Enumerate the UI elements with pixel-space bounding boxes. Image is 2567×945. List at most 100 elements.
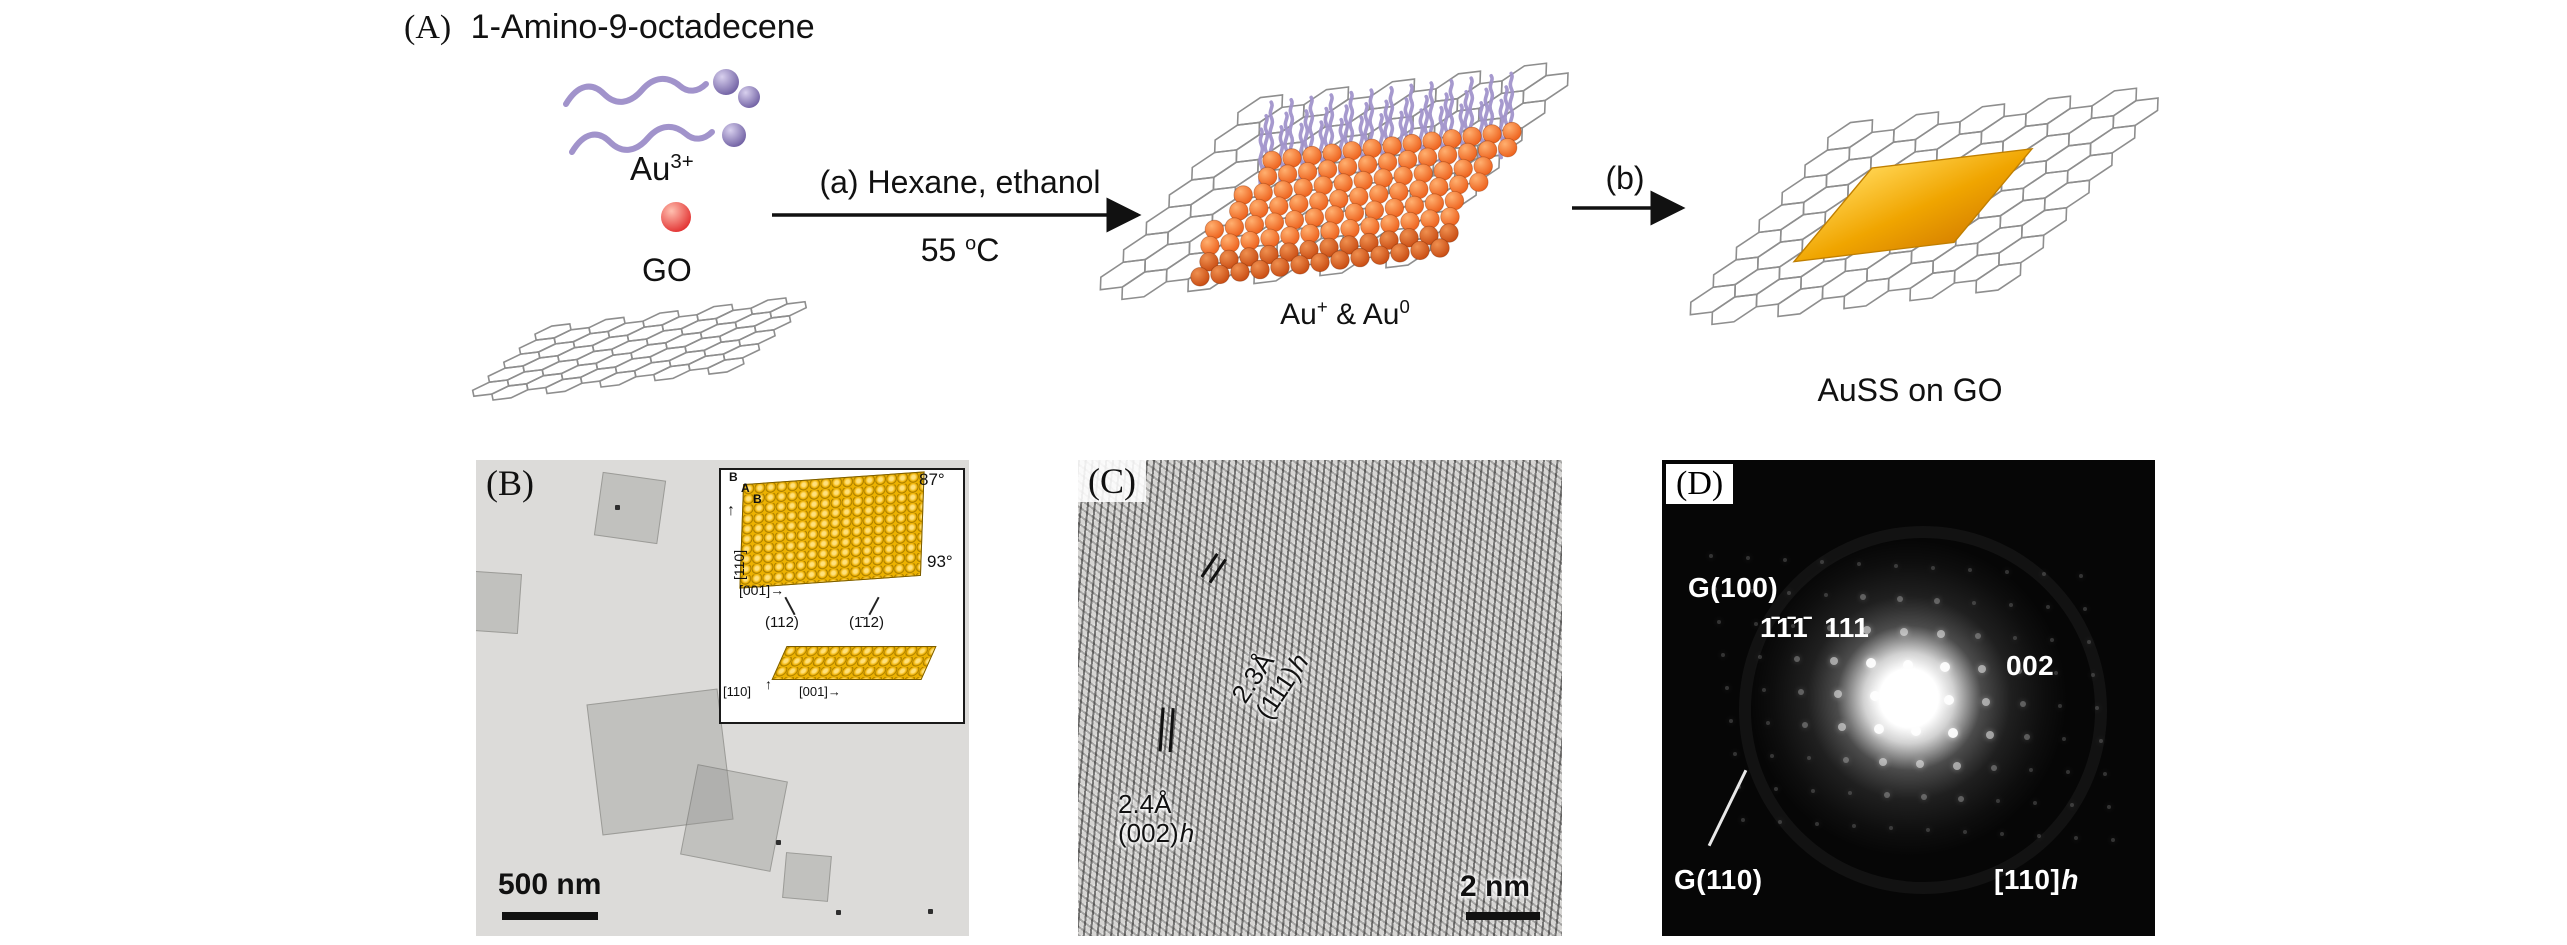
ligand-strand xyxy=(1288,98,1295,159)
ligand-strand xyxy=(1308,95,1315,157)
au-atom xyxy=(1357,154,1378,175)
au-atom xyxy=(1329,189,1349,209)
amine-head-3 xyxy=(722,123,746,147)
au-ion-label: Au3+ xyxy=(630,150,694,188)
panel-d-letter-box: (D) xyxy=(1666,464,1734,504)
au-atom xyxy=(1473,156,1493,176)
ligand-strand xyxy=(1328,93,1335,154)
diffraction-spot xyxy=(1863,626,1871,634)
hexagon-cell xyxy=(2079,124,2146,157)
au-atom xyxy=(1393,166,1413,186)
gold-sheet-side-view xyxy=(771,646,937,680)
au-atom xyxy=(1262,150,1282,171)
panel-c-letter: (C) xyxy=(1078,460,1146,502)
au-atom xyxy=(1389,182,1409,202)
diffraction-spot xyxy=(1944,695,1954,705)
au-atom xyxy=(1249,198,1269,219)
au-atom xyxy=(1360,216,1380,237)
diffraction-spot xyxy=(2049,637,2055,643)
d-spacing-002: 2.4Å xyxy=(1118,789,1172,819)
go-label: GO xyxy=(642,252,692,288)
hexagon-cell xyxy=(538,376,590,394)
au-atom xyxy=(1279,242,1299,262)
au-atom xyxy=(1437,145,1458,165)
hexagon-cell xyxy=(2034,179,2101,212)
top-view-axis-110: [110] xyxy=(731,549,747,580)
au-atom xyxy=(1482,124,1502,144)
axis-right-arrow-icon: → xyxy=(770,582,785,598)
diffraction-spot xyxy=(2086,639,2092,645)
amine-title: 1-Amino-9-octadecene xyxy=(470,8,815,46)
diffraction-spot xyxy=(1978,665,1986,673)
au-atom xyxy=(1317,159,1338,180)
au-atom xyxy=(1502,121,1522,142)
ligand-strand xyxy=(1508,71,1515,133)
diffraction-spot xyxy=(1761,687,1767,693)
diffraction-spot xyxy=(1874,724,1884,734)
angle-87-label: 87° xyxy=(919,470,945,489)
diffraction-spot xyxy=(1866,658,1876,668)
scale-bar-label: 2 nm xyxy=(1460,870,1531,903)
diffraction-spot xyxy=(1847,790,1853,796)
amine-chain-2 xyxy=(569,124,715,155)
au-atom xyxy=(1397,149,1418,170)
diffraction-spot xyxy=(2036,833,2042,839)
hexagon-cell xyxy=(2102,97,2169,130)
au-atom xyxy=(1430,238,1450,258)
ligand-strand xyxy=(1268,100,1275,161)
au-atom xyxy=(1190,267,1210,287)
diffraction-spot xyxy=(1716,619,1722,625)
hexagon-cell xyxy=(573,366,625,384)
g100-label: G(100) xyxy=(1688,572,1779,603)
side-axis-001-text: [001] xyxy=(799,684,828,699)
au-atom xyxy=(1413,163,1433,184)
au-atom xyxy=(1199,252,1219,272)
ligand-strand xyxy=(1488,74,1495,135)
product-label: AuSS on GO xyxy=(1817,372,2003,408)
facet-112-label: (112) xyxy=(765,614,799,631)
au-atom xyxy=(1260,228,1280,249)
au-ion-charge: 3+ xyxy=(670,150,694,173)
au-atom xyxy=(1230,262,1250,282)
au-atom xyxy=(1410,240,1430,261)
hexagon-cell xyxy=(1111,268,1178,301)
diffraction-spot xyxy=(1786,590,1792,596)
au-atom xyxy=(1313,175,1333,196)
diffraction-spot xyxy=(1934,598,1940,604)
au-atom xyxy=(1417,147,1438,168)
diffraction-spot xyxy=(2098,738,2104,744)
annotation-111: 2.3Å (111)h xyxy=(1225,632,1315,725)
au-zero-base: Au xyxy=(1362,298,1400,331)
panel-d-letter: (D) xyxy=(1676,465,1724,502)
au-atom xyxy=(1457,142,1478,163)
go-sphere xyxy=(661,202,691,232)
hexagon-cell xyxy=(592,370,644,388)
diffraction-spot xyxy=(1911,726,1921,736)
ligand-strand xyxy=(1368,88,1375,149)
au-atom xyxy=(1373,168,1393,188)
au-atom xyxy=(1210,264,1230,285)
diffraction-spot xyxy=(1724,685,1730,691)
diffraction-spot xyxy=(2061,736,2067,742)
diffraction-spot xyxy=(1958,796,1964,802)
diffraction-spots xyxy=(1662,460,2155,936)
diffraction-spot xyxy=(2045,604,2051,610)
au-atom xyxy=(1333,173,1353,193)
diffraction-spot xyxy=(2053,670,2059,676)
zone-axis-label: [110]h xyxy=(1994,864,2079,896)
hexagon-cell xyxy=(465,379,517,397)
au-plus-base: Au xyxy=(1280,298,1317,331)
au-atom xyxy=(1384,198,1405,218)
au-atom xyxy=(1289,194,1309,214)
stacking-label-b1: B xyxy=(729,470,738,484)
au-atom xyxy=(1200,235,1220,256)
scale-bar-label: 500 nm xyxy=(498,868,602,901)
diffraction-spot xyxy=(1773,786,1779,792)
au-atom xyxy=(1233,185,1253,205)
au-atom xyxy=(1299,240,1319,260)
hexagon-cell xyxy=(646,363,698,381)
side-view-axis-110: [110] xyxy=(723,684,751,699)
au-atom xyxy=(1269,196,1289,216)
diffraction-spot xyxy=(2024,734,2030,740)
diffraction-spot xyxy=(1802,722,1808,728)
